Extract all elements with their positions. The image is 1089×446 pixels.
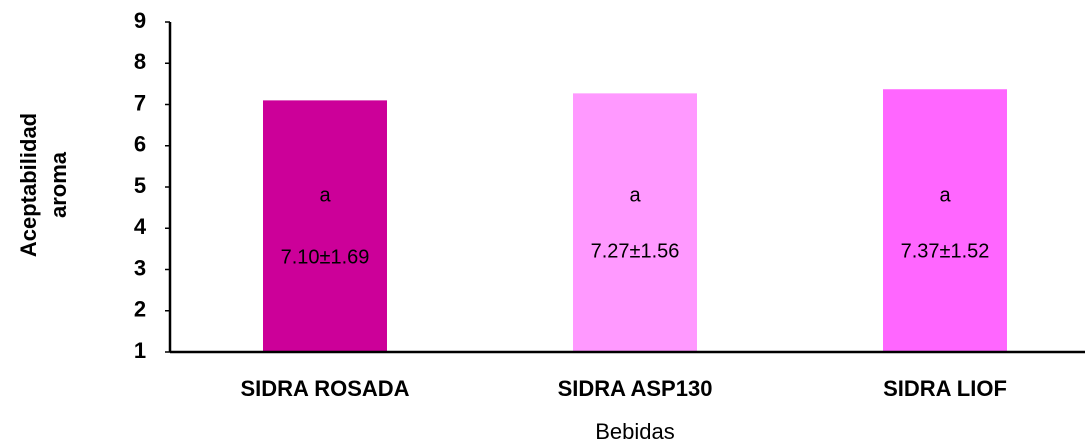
y-axis-title-line: aroma xyxy=(46,151,71,218)
value-label: 7.10±1.69 xyxy=(281,246,370,268)
y-tick-label: 7 xyxy=(134,90,146,115)
bar xyxy=(883,89,1007,353)
y-tick-label: 4 xyxy=(134,214,147,239)
bar xyxy=(263,100,387,352)
annotation: a xyxy=(629,184,641,206)
y-tick-label: 3 xyxy=(134,255,146,280)
y-tick-label: 9 xyxy=(134,8,146,33)
x-tick-label: SIDRA LIOF xyxy=(883,376,1007,401)
value-label: 7.27±1.56 xyxy=(591,240,680,262)
y-tick-label: 5 xyxy=(134,173,146,198)
value-label: 7.37±1.52 xyxy=(901,240,990,262)
y-tick-label: 1 xyxy=(134,338,146,363)
y-tick-label: 8 xyxy=(134,49,146,74)
x-axis-title: Bebidas xyxy=(595,419,675,444)
x-tick-label: SIDRA ROSADA xyxy=(240,376,409,401)
annotation: a xyxy=(939,184,951,206)
annotation: a xyxy=(319,184,331,206)
y-tick-label: 2 xyxy=(134,297,146,322)
y-axis-title-line: Aceptabilidad xyxy=(16,113,41,257)
bar xyxy=(573,93,697,353)
y-tick-label: 6 xyxy=(134,132,146,157)
x-tick-label: SIDRA ASP130 xyxy=(558,376,713,401)
y-axis-title: Aceptabilidad aroma xyxy=(16,113,71,257)
